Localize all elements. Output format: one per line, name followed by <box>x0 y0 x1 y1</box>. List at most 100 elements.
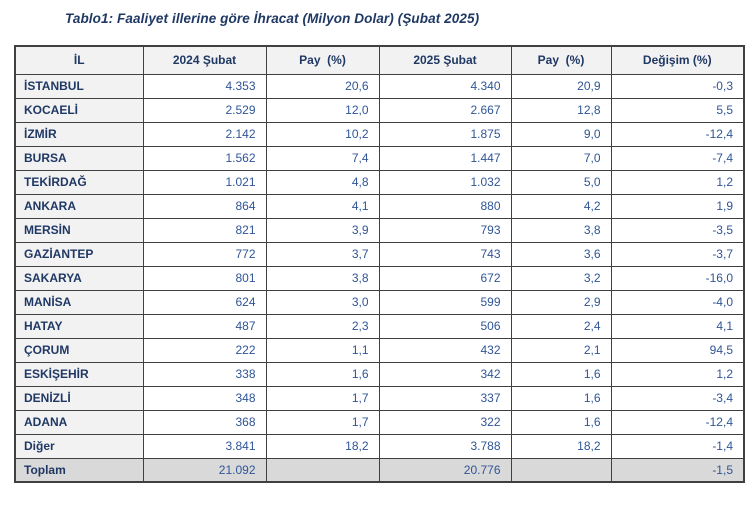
province-label-cell: ÇORUM <box>14 337 144 363</box>
value-cell: 672 <box>378 265 512 291</box>
column-header-2024-subat: 2024 Şubat <box>142 45 267 75</box>
value-cell: 2.142 <box>142 121 267 147</box>
table-body: İSTANBUL 4.353 20,6 4.340 20,9 -0,3 KOCAELİ 2.5… <box>14 73 745 483</box>
province-label-cell: KOCAELİ <box>14 97 144 123</box>
value-cell: 3,0 <box>265 289 380 315</box>
value-cell: -7,4 <box>610 145 745 171</box>
table-row: BURSA 1.562 7,4 1.447 7,0 -7,4 <box>14 145 745 171</box>
value-cell: 10,2 <box>265 121 380 147</box>
value-cell: 222 <box>142 337 267 363</box>
value-cell: 18,2 <box>265 433 380 459</box>
value-cell: 3,8 <box>510 217 612 243</box>
value-cell: 1,6 <box>510 385 612 411</box>
value-cell: -1,5 <box>610 457 745 483</box>
table-row: Diğer 3.841 18,2 3.788 18,2 -1,4 <box>14 433 745 459</box>
value-cell: 20,6 <box>265 73 380 99</box>
value-cell: 7,0 <box>510 145 612 171</box>
value-cell: 1,6 <box>510 361 612 387</box>
value-cell: 2,9 <box>510 289 612 315</box>
value-cell: 1,2 <box>610 361 745 387</box>
value-cell: 348 <box>142 385 267 411</box>
value-cell: -3,5 <box>610 217 745 243</box>
value-cell: 1,1 <box>265 337 380 363</box>
table-row: ADANA 368 1,7 322 1,6 -12,4 <box>14 409 745 435</box>
province-label-cell: ADANA <box>14 409 144 435</box>
value-cell: 4,8 <box>265 169 380 195</box>
value-cell: 624 <box>142 289 267 315</box>
value-cell: 2.667 <box>378 97 512 123</box>
value-cell: 1,7 <box>265 385 380 411</box>
province-label-cell: HATAY <box>14 313 144 339</box>
column-header-pay-2025: Pay (%) <box>510 45 612 75</box>
value-cell: -3,4 <box>610 385 745 411</box>
table-row: HATAY 487 2,3 506 2,4 4,1 <box>14 313 745 339</box>
value-cell: 2.529 <box>142 97 267 123</box>
value-cell: 506 <box>378 313 512 339</box>
value-cell: 432 <box>378 337 512 363</box>
value-cell: 5,0 <box>510 169 612 195</box>
value-cell: 12,8 <box>510 97 612 123</box>
province-label-cell: MANİSA <box>14 289 144 315</box>
value-cell: 21.092 <box>142 457 267 483</box>
value-cell: 3,8 <box>265 265 380 291</box>
value-cell: 3.841 <box>142 433 267 459</box>
value-cell: 793 <box>378 217 512 243</box>
value-cell: 3.788 <box>378 433 512 459</box>
table-row: KOCAELİ 2.529 12,0 2.667 12,8 5,5 <box>14 97 745 123</box>
value-cell: -0,3 <box>610 73 745 99</box>
value-cell: 2,3 <box>265 313 380 339</box>
value-cell: 5,5 <box>610 97 745 123</box>
value-cell: 772 <box>142 241 267 267</box>
value-cell: 3,7 <box>265 241 380 267</box>
header-row: İL 2024 Şubat Pay (%) 2025 Şubat Pay (%)… <box>14 45 745 75</box>
value-cell: 1.032 <box>378 169 512 195</box>
value-cell: 12,0 <box>265 97 380 123</box>
column-header-2025-subat: 2025 Şubat <box>378 45 512 75</box>
page-title: Tablo1: Faaliyet illerine göre İhracat (… <box>65 11 480 26</box>
table-header: İL 2024 Şubat Pay (%) 2025 Şubat Pay (%)… <box>14 45 745 75</box>
value-cell: 743 <box>378 241 512 267</box>
province-label-cell: Diğer <box>14 433 144 459</box>
value-cell: 864 <box>142 193 267 219</box>
province-label-cell: İZMİR <box>14 121 144 147</box>
province-label-cell: ANKARA <box>14 193 144 219</box>
value-cell: 599 <box>378 289 512 315</box>
value-cell: 1,7 <box>265 409 380 435</box>
table-row: ÇORUM 222 1,1 432 2,1 94,5 <box>14 337 745 363</box>
value-cell: 368 <box>142 409 267 435</box>
value-cell: -12,4 <box>610 121 745 147</box>
column-header-pay-2024: Pay (%) <box>265 45 380 75</box>
value-cell: -1,4 <box>610 433 745 459</box>
value-cell: 2,1 <box>510 337 612 363</box>
value-cell: 338 <box>142 361 267 387</box>
province-label-cell: GAZİANTEP <box>14 241 144 267</box>
value-cell: 4,1 <box>265 193 380 219</box>
value-cell: 3,6 <box>510 241 612 267</box>
value-cell: 1.875 <box>378 121 512 147</box>
province-label-cell: ESKİŞEHİR <box>14 361 144 387</box>
value-cell: 4,2 <box>510 193 612 219</box>
value-cell: 801 <box>142 265 267 291</box>
province-label-cell: DENİZLİ <box>14 385 144 411</box>
table-row: MERSİN 821 3,9 793 3,8 -3,5 <box>14 217 745 243</box>
column-header-il: İL <box>14 45 144 75</box>
value-cell: 880 <box>378 193 512 219</box>
value-cell <box>265 457 380 483</box>
value-cell: 1.021 <box>142 169 267 195</box>
table-row: DENİZLİ 348 1,7 337 1,6 -3,4 <box>14 385 745 411</box>
value-cell: 487 <box>142 313 267 339</box>
value-cell: 20,9 <box>510 73 612 99</box>
table-row: ESKİŞEHİR 338 1,6 342 1,6 1,2 <box>14 361 745 387</box>
table-row: MANİSA 624 3,0 599 2,9 -4,0 <box>14 289 745 315</box>
value-cell: 7,4 <box>265 145 380 171</box>
value-cell: -3,7 <box>610 241 745 267</box>
value-cell <box>510 457 612 483</box>
value-cell: 3,2 <box>510 265 612 291</box>
column-header-degisim: Değişim (%) <box>610 45 745 75</box>
value-cell: 1.562 <box>142 145 267 171</box>
value-cell: -4,0 <box>610 289 745 315</box>
value-cell: 1,6 <box>265 361 380 387</box>
value-cell: 4.353 <box>142 73 267 99</box>
value-cell: 4.340 <box>378 73 512 99</box>
table-row: GAZİANTEP 772 3,7 743 3,6 -3,7 <box>14 241 745 267</box>
